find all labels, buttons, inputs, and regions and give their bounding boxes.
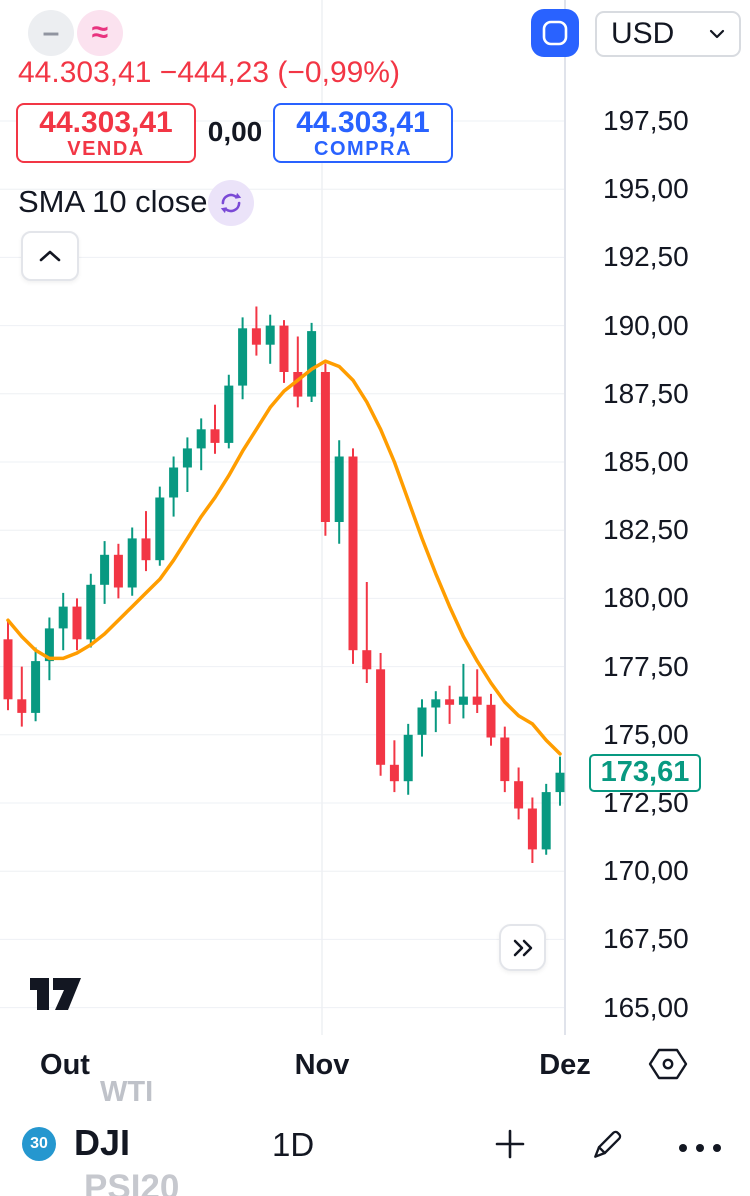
double-chevron-right-icon [513, 939, 532, 956]
session-hexagon-icon[interactable] [648, 1044, 688, 1084]
sell-label: VENDA [67, 137, 145, 160]
indicator-legend[interactable]: SMA 10 close [18, 184, 208, 219]
approx-glyph: ≈ [91, 16, 109, 49]
price-tick-label: 195,00 [603, 173, 689, 205]
buy-label: COMPRA [314, 137, 412, 160]
price-axis[interactable]: 197,50 195,00 192,50 190,00 187,50 185,00 182,… [565, 0, 750, 1035]
chart-toggle-pill[interactable]: – ≈ [28, 10, 123, 56]
price-tick-label: 165,00 [603, 991, 689, 1023]
chevron-down-icon [709, 29, 725, 39]
price-tick-label: 192,50 [603, 241, 689, 273]
tradingview-logo [27, 970, 83, 1019]
watchlist-count-badge: 30 [22, 1127, 56, 1161]
screenshot-frame-button[interactable] [531, 9, 579, 57]
draw-button[interactable] [590, 1126, 626, 1167]
buy-price: 44.303,41 [296, 105, 430, 139]
price-tick-label: 170,00 [603, 855, 689, 887]
price-tick-label: 182,50 [603, 514, 689, 546]
price-tick-label: 197,50 [603, 105, 689, 136]
watchlist-next-symbol[interactable]: PSI20 [84, 1168, 180, 1196]
chevron-up-icon [39, 250, 61, 262]
refresh-arrows-icon [220, 192, 242, 214]
last-price-label: 173,61 [589, 753, 701, 792]
indicator-refresh-icon[interactable] [208, 180, 254, 226]
ellipsis-icon [679, 1144, 721, 1152]
active-symbol-button[interactable]: DJI [74, 1122, 131, 1163]
spread-value: 0,00 [207, 116, 263, 147]
minus-glyph: – [42, 16, 60, 49]
more-button[interactable] [678, 1140, 722, 1158]
watchlist-prev-symbol[interactable]: WTI [100, 1076, 154, 1108]
price-tick-label: 185,00 [603, 446, 689, 477]
price-tick-label: 172,50 [603, 787, 689, 818]
price-tick-label: 167,50 [603, 923, 689, 955]
sell-button[interactable]: 44.303,41 VENDA [16, 103, 196, 163]
time-tick-label: Nov [294, 1049, 350, 1081]
pen-icon [594, 1130, 622, 1158]
price-tick-label: 177,50 [603, 650, 689, 682]
quote-change-line: 44.303,41 −444,23 (−0,99%) [18, 56, 400, 89]
go-to-realtime-button[interactable] [499, 924, 546, 971]
time-axis[interactable]: Out Nov Dez [0, 1035, 750, 1095]
time-tick-label: Dez [539, 1049, 591, 1081]
plus-icon [495, 1129, 525, 1159]
indicator-waves-icon[interactable]: ≈ [77, 10, 123, 56]
add-button[interactable] [494, 1128, 526, 1165]
price-tick-label: 175,00 [603, 718, 689, 750]
price-tick-label: 180,00 [603, 582, 689, 614]
buy-button[interactable]: 44.303,41 COMPRA [273, 103, 453, 163]
currency-value: USD [611, 17, 675, 50]
currency-select[interactable]: USD [595, 11, 741, 57]
candlestick-chart[interactable] [0, 0, 750, 1035]
collapse-panel-button[interactable] [21, 231, 79, 281]
sell-price: 44.303,41 [39, 105, 173, 139]
time-tick-label: Out [40, 1049, 90, 1081]
interval-button[interactable]: 1D [272, 1126, 315, 1163]
minimize-icon[interactable]: – [28, 10, 74, 56]
price-tick-label: 187,50 [603, 377, 689, 409]
price-tick-label: 190,00 [603, 309, 689, 341]
frame-icon [542, 20, 568, 46]
